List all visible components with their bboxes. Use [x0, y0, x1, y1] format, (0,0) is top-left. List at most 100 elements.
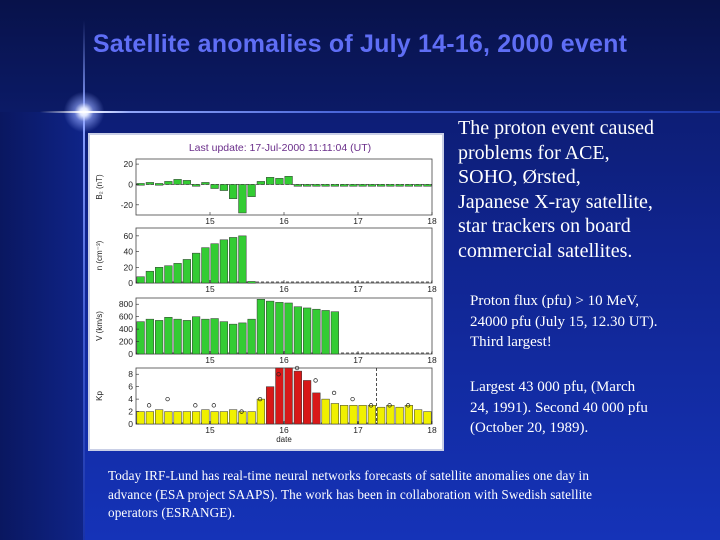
data-bar — [404, 405, 413, 425]
y-tick-label: 0 — [128, 419, 133, 429]
data-bar — [312, 308, 321, 355]
data-bar — [358, 184, 367, 187]
data-bar — [210, 318, 219, 355]
data-bar — [238, 235, 247, 284]
data-bar — [192, 184, 201, 187]
data-bar — [423, 411, 432, 425]
proton-flux-line: 24000 pfu (July 15, 12.30 UT). — [470, 313, 658, 330]
data-bar — [164, 411, 173, 425]
data-bar — [229, 237, 238, 284]
x-tick-label: 16 — [279, 216, 289, 226]
x-tick-label: 16 — [279, 425, 289, 435]
footer-line: Today IRF-Lund has real-time neural netw… — [108, 468, 590, 483]
x-tick-label: 15 — [205, 355, 215, 365]
data-bar — [266, 300, 275, 355]
data-bar — [256, 181, 265, 185]
data-bar — [182, 411, 191, 425]
largest-events-line: 24, 1991). Second 40 000 pfu — [470, 399, 648, 416]
data-bar — [275, 367, 284, 425]
x-tick-label: 18 — [427, 355, 437, 365]
data-bar — [386, 405, 395, 425]
horizontal-divider — [84, 111, 720, 113]
forecast-marker — [350, 396, 355, 402]
forecast-marker — [211, 403, 216, 408]
data-bar — [192, 316, 201, 355]
largest-events-line: Largest 43 000 pfu, (March — [470, 379, 636, 395]
x-axis-label: date — [276, 435, 292, 444]
forecast-marker — [331, 390, 337, 396]
proton-flux-line: Third largest! — [470, 334, 552, 350]
data-bar — [164, 181, 173, 185]
title-band — [0, 0, 720, 112]
data-bar — [349, 405, 358, 425]
data-bar — [201, 409, 210, 425]
proton-flux-line: Proton flux (pfu) > 10 MeV, — [470, 293, 640, 309]
data-bar — [367, 184, 376, 187]
data-bar — [201, 318, 210, 355]
chart-header: Last update: 17-Jul-2000 11:11:04 (UT) — [189, 142, 371, 154]
data-bar — [358, 405, 367, 425]
data-bar — [155, 183, 164, 186]
data-bar — [201, 247, 210, 284]
data-bar — [284, 367, 293, 425]
data-bar — [312, 184, 321, 187]
main-text-line: SOHO, Ørsted, — [458, 166, 581, 189]
y-tick-label: 0 — [128, 278, 133, 288]
space-weather-chart: Last update: 17-Jul-2000 11:11:04 (UT) 2… — [88, 133, 444, 451]
x-tick-label: 17 — [353, 216, 363, 226]
chart-panel: 60 40 20 0 15 16 17 18 n (cm⁻³) — [95, 227, 437, 294]
main-paragraph: The proton event caused problems for ACE… — [458, 116, 713, 264]
x-tick-label: 17 — [353, 425, 363, 435]
data-bar — [210, 184, 219, 189]
data-bar — [330, 403, 339, 425]
forecast-marker — [294, 365, 300, 371]
data-bar — [219, 239, 228, 284]
data-bar — [321, 310, 330, 355]
data-bar — [395, 406, 404, 425]
data-bar — [145, 270, 154, 284]
data-bar — [210, 243, 219, 284]
y-tick-label: -20 — [121, 200, 134, 210]
data-bar — [238, 322, 247, 355]
data-bar — [219, 184, 228, 191]
data-bar — [247, 184, 256, 197]
y-tick-label: 800 — [119, 299, 133, 309]
data-bar — [312, 392, 321, 425]
data-bar — [238, 184, 247, 214]
y-tick-label: 40 — [124, 247, 134, 257]
x-tick-label: 15 — [205, 425, 215, 435]
data-bar — [423, 184, 432, 187]
y-tick-label: 6 — [128, 382, 133, 392]
data-bar — [266, 177, 275, 185]
main-text-line: Japanese X-ray satellite, — [458, 190, 653, 213]
data-bar — [293, 184, 302, 187]
data-bar — [192, 411, 201, 425]
y-tick-label: 20 — [124, 262, 134, 272]
data-bar — [256, 298, 265, 355]
forecast-marker — [313, 378, 318, 383]
x-tick-label: 17 — [353, 355, 363, 365]
data-bar — [173, 179, 182, 185]
forecast-marker — [276, 372, 281, 377]
data-bar — [266, 386, 275, 425]
data-bar — [229, 409, 238, 425]
y-tick-label: 0 — [128, 179, 133, 189]
main-text-line: star trackers on board — [458, 215, 631, 238]
forecast-marker — [368, 403, 374, 408]
forecast-marker — [387, 403, 392, 408]
data-bar — [182, 320, 191, 355]
y-axis-label: Kp — [95, 391, 104, 401]
y-tick-label: 0 — [128, 349, 133, 359]
data-bar — [293, 370, 302, 425]
data-bar — [414, 184, 423, 187]
data-bar — [182, 180, 191, 185]
data-bar — [192, 252, 201, 284]
chart-panel: 8 6 4 2 0 15 16 17 18 Kp date — [95, 365, 437, 444]
data-bar — [155, 267, 164, 284]
data-bar — [256, 398, 265, 425]
data-bar — [395, 184, 404, 187]
slide-title: Satellite anomalies of July 14-16, 2000 … — [92, 30, 628, 58]
data-bar — [404, 184, 413, 187]
main-text-line: commercial satellites. — [458, 239, 633, 262]
data-bar — [321, 398, 330, 425]
